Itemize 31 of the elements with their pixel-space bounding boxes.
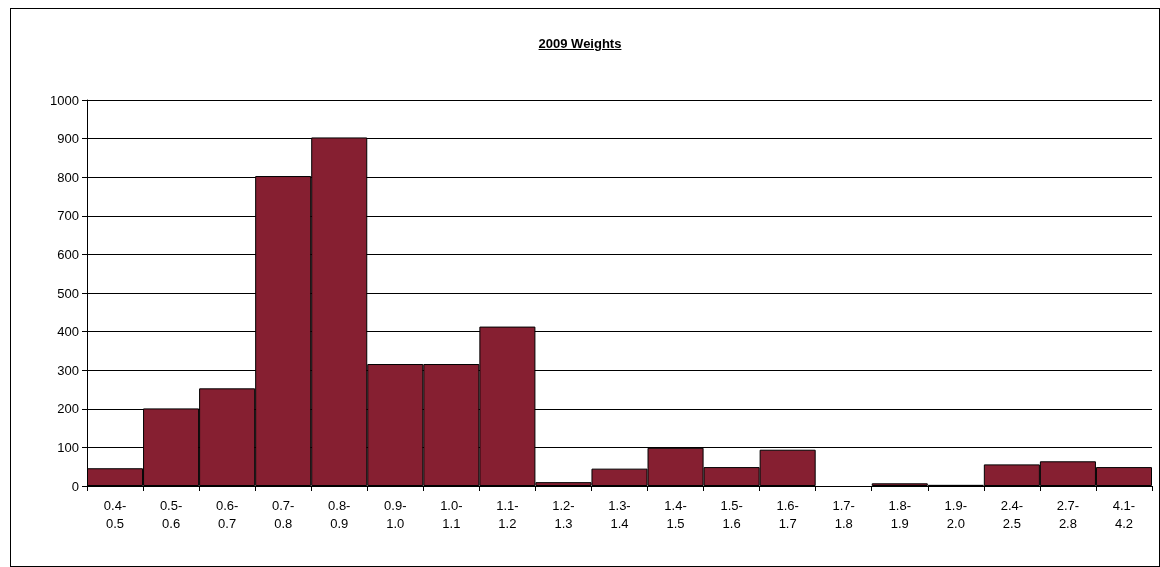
y-tick-label: 600	[57, 246, 79, 262]
y-tick-label: 1000	[50, 92, 79, 108]
y-tick-label: 100	[57, 439, 79, 455]
x-tick-label: 4.1-4.2	[1112, 497, 1136, 531]
x-tick-label: 0.5-0.6	[159, 497, 183, 531]
x-tick-label: 1.6-1.7	[776, 497, 799, 531]
y-tick-label: 500	[57, 285, 79, 301]
chart-title: 2009 Weights	[537, 36, 623, 51]
y-tick-label: 800	[57, 169, 79, 185]
x-tick-label: 1.3-1.4	[608, 497, 631, 531]
x-tick-label: 0.9-1.0	[384, 497, 407, 531]
x-tick-label: 1.4-1.5	[664, 497, 687, 531]
x-tick-label: 1.7-1.8	[832, 497, 855, 531]
x-tick-label: 0.4-0.5	[103, 497, 127, 531]
y-tick-label: 400	[57, 324, 79, 340]
x-tick-label: 0.6-0.7	[215, 497, 239, 531]
x-tick-label: 1.9-2.0	[944, 497, 968, 531]
y-tick-label: 0	[71, 478, 79, 494]
x-tick-label: 2.7-2.8	[1056, 497, 1080, 531]
x-tick-label: 1.8-1.9	[888, 497, 911, 531]
x-tick-label: 1.5-1.6	[720, 497, 743, 531]
y-tick-label: 700	[57, 208, 79, 224]
y-tick-label: 900	[57, 131, 79, 147]
x-tick-label: 2.4-2.5	[1000, 497, 1024, 531]
x-tick-label: 0.7-0.8	[271, 497, 295, 531]
x-tick-label: 1.1-1.2	[496, 497, 519, 531]
x-tick-label: 1.0-1.1	[440, 497, 463, 531]
y-tick-label: 200	[57, 401, 79, 417]
y-tick-label: 300	[57, 362, 79, 378]
x-tick-label: 1.2-1.3	[552, 497, 575, 531]
x-tick-label: 0.8-0.9	[328, 497, 351, 531]
